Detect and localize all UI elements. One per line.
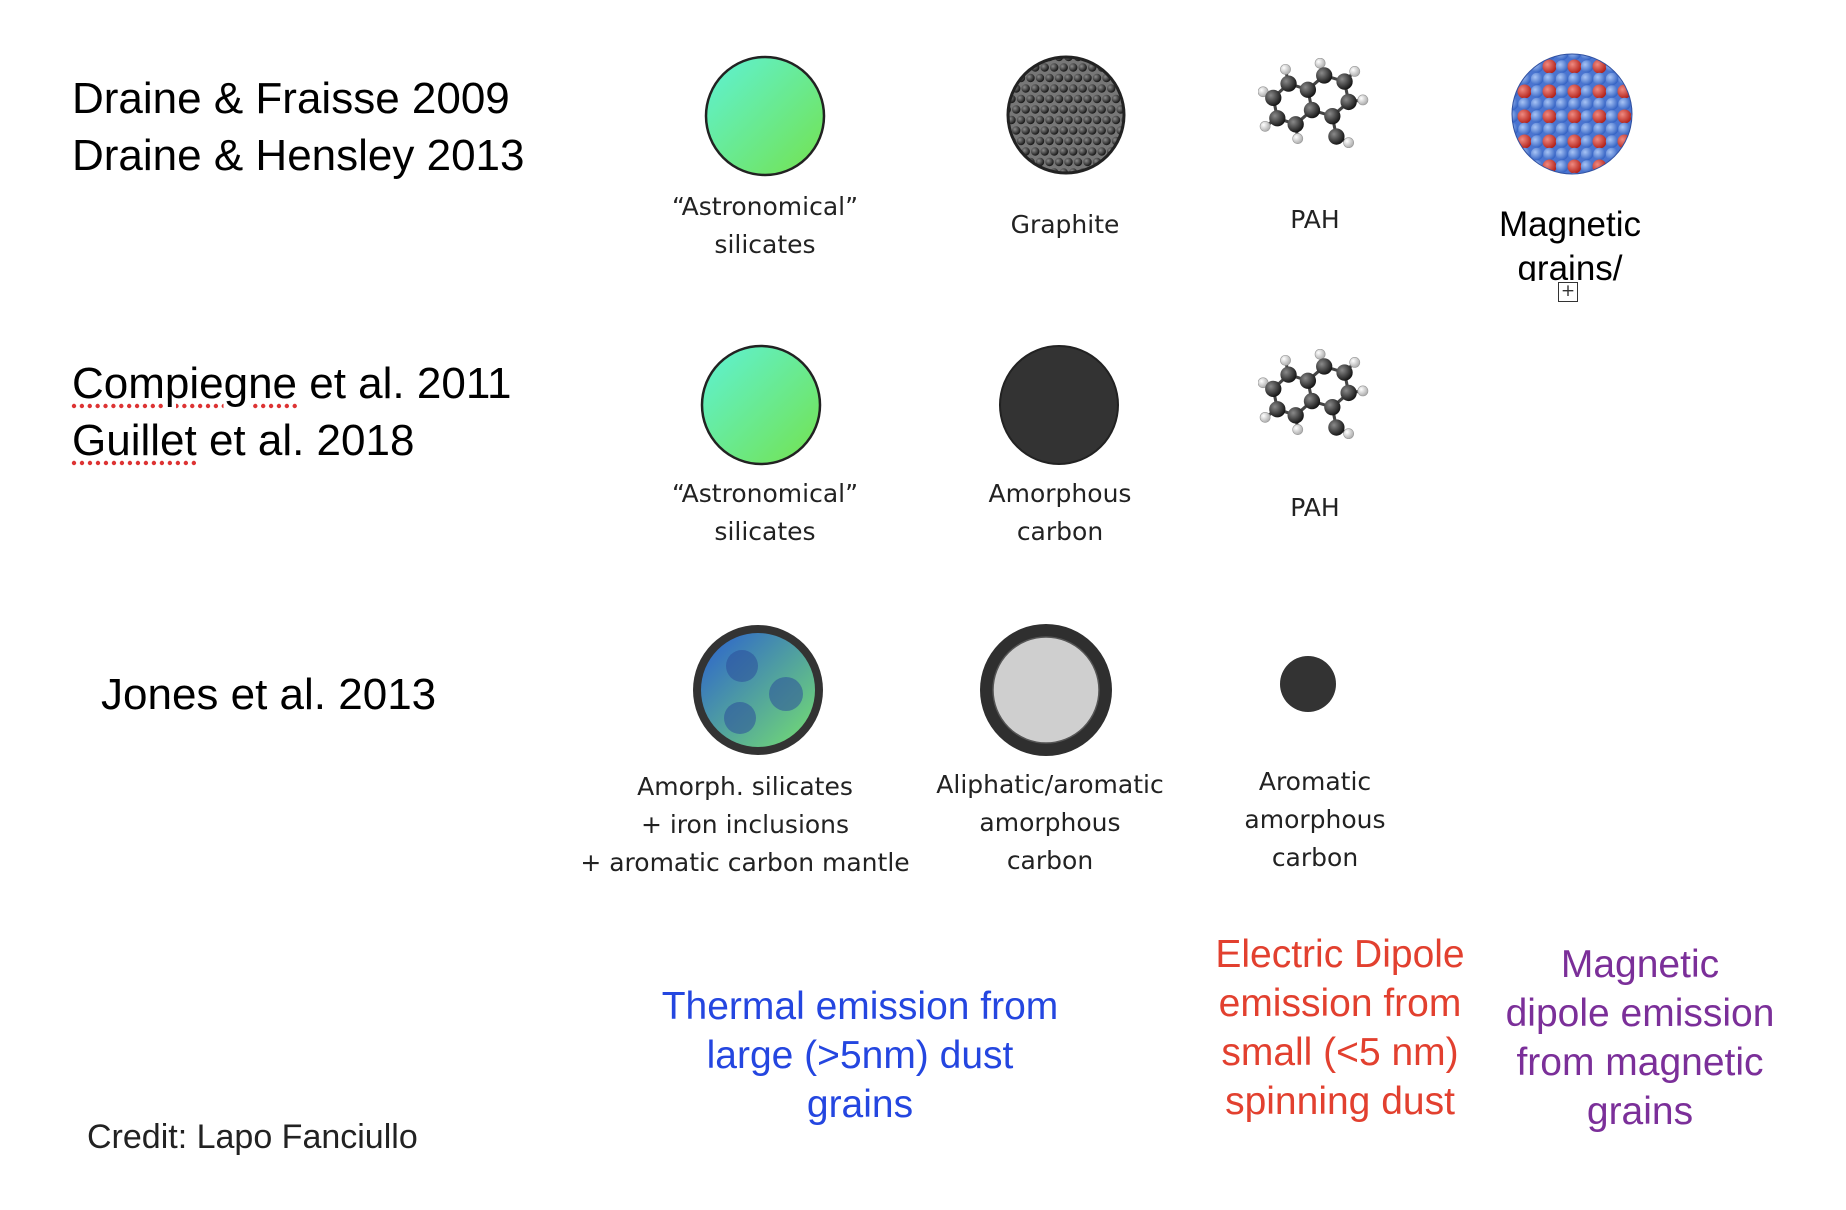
mantled-silicate-icon [693,625,823,755]
grain-label: Amorphous carbon [988,479,1132,546]
small-carbon-grain-icon [1280,656,1336,712]
grain-label: PAH [1290,205,1340,234]
grain-label: “Astronomical” silicates [671,479,859,546]
author-name: Compiegne [72,359,298,408]
model-reference-list: Draine & Fraisse 2009 Draine & Hensley 2… [72,70,524,184]
pah-molecule-icon [1258,58,1370,150]
grain-label: Amorph. silicates + iron inclusions + ar… [580,772,910,877]
grain-label: Aromatic amorphous carbon [1244,767,1386,872]
magnetic-lattice-icon [1511,53,1633,175]
grain-label: Graphite [1010,210,1120,239]
expand-icon[interactable]: + [1558,282,1578,302]
amorphous-carbon-sphere-icon [999,345,1119,465]
model-reference: Draine & Fraisse 2009 [72,74,510,123]
silicate-sphere-icon [700,344,822,466]
graphite-lattice-icon [1006,55,1126,175]
model-reference-list: Jones et al. 2013 [101,666,436,723]
model-reference: Jones et al. 2013 [101,670,437,719]
silicate-sphere-icon [704,55,826,177]
electric-dipole-category: Electric Dipole emission from small (<5 … [1215,933,1465,1123]
grain-label: “Astronomical” silicates [671,192,859,259]
grain-label: Aliphatic/aromatic amorphous carbon [936,770,1164,875]
magnetic-dipole-category: Magnetic dipole emission from magnetic g… [1505,943,1775,1133]
model-reference: Guillet et al. 2018 [72,416,415,465]
author-name: Guillet [72,416,197,465]
model-reference: Compiegne et al. 2011 [72,359,512,408]
model-reference: Draine & Hensley 2013 [72,131,525,180]
grain-label: Magnetic grains/ [1498,205,1642,281]
credit-text: Credit: Lapo Fanciullo [87,1118,418,1156]
core-mantle-carbon-icon [980,624,1112,756]
thermal-emission-category: Thermal emission from large (>5nm) dust … [661,985,1059,1126]
model-reference-list: Compiegne et al. 2011 Guillet et al. 201… [72,355,512,469]
grain-label: PAH [1290,493,1340,522]
pah-molecule-icon [1258,349,1370,441]
